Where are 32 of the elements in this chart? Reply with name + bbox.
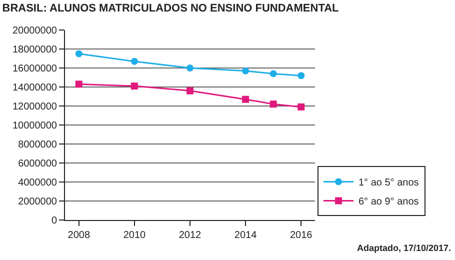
point <box>270 100 277 108</box>
y-tick-label: 12000000 <box>12 102 58 112</box>
point <box>75 80 82 88</box>
x-tick-label: 2014 <box>234 230 258 241</box>
y-tick-label: 10000000 <box>12 120 58 132</box>
text: Adaptado, 17/10/2017. <box>357 243 452 253</box>
y-tick-label: 16000000 <box>12 64 58 74</box>
x-tick-label: 2016 <box>290 230 313 241</box>
point <box>186 87 194 94</box>
point <box>130 82 138 90</box>
x-tick-label: 2008 <box>68 230 90 241</box>
y-tick-label: 4000000 <box>18 178 58 188</box>
x-tick-label: 2010 <box>123 230 146 241</box>
y-tick-label: 2000000 <box>18 196 58 208</box>
point <box>130 58 138 65</box>
y-tick-label: 20000000 <box>12 26 58 36</box>
y-tick-label: 6000000 <box>18 158 58 170</box>
y-tick-label: 14000000 <box>12 82 58 94</box>
chart-title: BRASIL: ALUNOS MATRICULADOS NO ENSINO FUNDAMENTAL <box>2 2 340 15</box>
x-tick-label: 2012 <box>178 230 202 241</box>
legend-label: 1° ao 5° anos <box>358 178 419 189</box>
point <box>186 64 194 72</box>
point <box>298 103 305 110</box>
y-tick-label: 18000000 <box>12 44 58 56</box>
legend-label: 6° ao 9° anos <box>358 196 419 208</box>
point <box>242 67 250 74</box>
y-tick-label: 0 <box>51 216 58 226</box>
point <box>270 70 277 78</box>
point <box>242 96 250 103</box>
point <box>75 50 82 58</box>
point <box>298 72 305 80</box>
y-tick-label: 8000000 <box>18 140 58 150</box>
